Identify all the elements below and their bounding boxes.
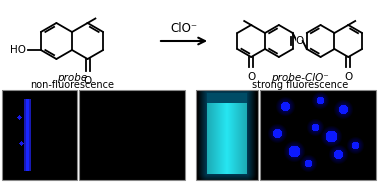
Text: O: O: [296, 36, 304, 46]
Bar: [2, 90, 77, 180]
Text: HO: HO: [10, 45, 26, 55]
Text: ClO⁻: ClO⁻: [170, 22, 198, 35]
Text: strong fluorescence: strong fluorescence: [252, 80, 348, 90]
Bar: [79, 90, 185, 180]
Bar: [196, 90, 258, 180]
Bar: [260, 90, 376, 180]
Text: probe-ClO⁻: probe-ClO⁻: [271, 73, 328, 83]
Text: non-fluorescence: non-fluorescence: [30, 80, 114, 90]
Text: O: O: [84, 76, 92, 86]
Text: O: O: [247, 72, 255, 82]
Text: probe: probe: [57, 73, 87, 83]
Text: O: O: [344, 72, 352, 82]
